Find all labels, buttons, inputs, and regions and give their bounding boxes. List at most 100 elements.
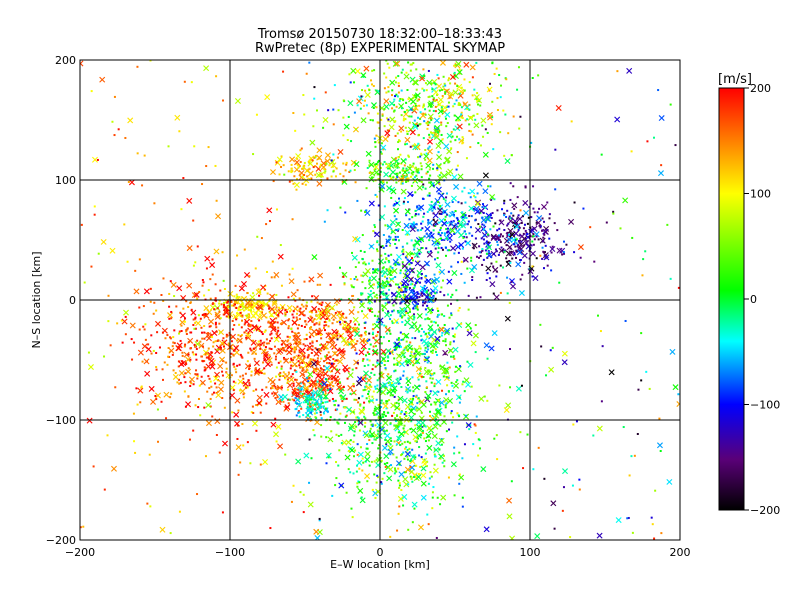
data-point-x [311,382,318,389]
data-point [390,253,393,256]
data-point-x [441,220,448,227]
data-point-x [438,326,445,333]
data-point [297,388,300,391]
data-point [519,239,522,242]
data-point [425,172,428,175]
data-point [221,251,224,254]
data-point [344,320,347,323]
data-point [412,62,415,65]
data-point [284,313,287,316]
data-point [297,410,300,413]
data-point [218,299,221,302]
data-point [306,175,309,178]
data-point-x [453,183,460,190]
data-point-x [425,392,432,399]
data-point [407,383,410,386]
data-point [423,358,426,361]
data-point [301,167,304,170]
data-point-x [362,313,369,320]
data-point [180,324,183,327]
data-point-x [295,458,302,465]
data-point [424,425,427,428]
data-point [325,436,328,439]
data-point [405,286,408,289]
data-point [424,113,427,116]
data-point [324,407,327,410]
data-point [370,245,373,248]
data-point [241,314,244,317]
data-point [372,345,375,348]
data-point [417,142,420,145]
data-point [419,155,422,158]
data-point-x [523,209,530,216]
data-point [375,293,378,296]
data-point [317,348,320,351]
data-point-x [376,456,383,463]
data-point [305,333,308,336]
data-point [257,300,260,303]
data-point [410,351,413,354]
data-point [444,91,447,94]
data-point [301,361,304,364]
data-point [387,86,390,89]
data-point [420,229,423,232]
data-point [217,339,220,342]
data-point [420,434,423,437]
data-point [299,307,302,310]
data-point [507,132,510,135]
data-point [409,405,412,408]
data-point [318,315,321,318]
data-point [396,377,399,380]
data-point [392,304,395,307]
data-point-x [316,180,323,187]
data-point [164,337,167,340]
data-point-x [295,153,302,160]
data-point [297,354,300,357]
data-point [395,297,398,300]
data-point [441,248,444,251]
data-point [309,360,312,363]
data-point [415,94,418,97]
data-point [218,310,221,313]
data-point [195,369,198,372]
data-point [249,323,252,326]
data-point-x [503,407,510,414]
data-point [361,457,364,460]
data-point [209,397,212,400]
data-point [318,517,321,520]
colorbar-label: [m/s] [718,72,752,87]
data-point [502,249,505,252]
data-point [596,314,599,317]
data-point [260,310,263,313]
data-point [416,205,419,208]
data-point [184,405,187,408]
data-point [519,278,522,281]
data-point [270,276,273,279]
data-point [387,254,390,257]
data-point-x [367,297,374,304]
data-point [364,417,367,420]
data-point [239,375,242,378]
data-point [421,220,424,223]
data-point [192,264,195,267]
data-point [274,417,277,420]
data-point-x [462,101,469,108]
data-point [361,359,364,362]
data-point [320,175,323,178]
data-point [532,185,535,188]
data-point [436,257,439,260]
data-point [260,331,263,334]
data-point-x [303,385,310,392]
data-point-x [449,74,456,80]
data-point [325,321,328,324]
data-point [375,134,378,137]
data-point-x [489,281,496,288]
data-point [644,250,647,253]
data-point [396,174,399,177]
x-tick-label: 100 [520,546,541,559]
data-point [374,424,377,427]
data-point [307,355,310,358]
data-point [463,78,466,81]
data-point [326,385,329,388]
data-point [674,144,677,147]
